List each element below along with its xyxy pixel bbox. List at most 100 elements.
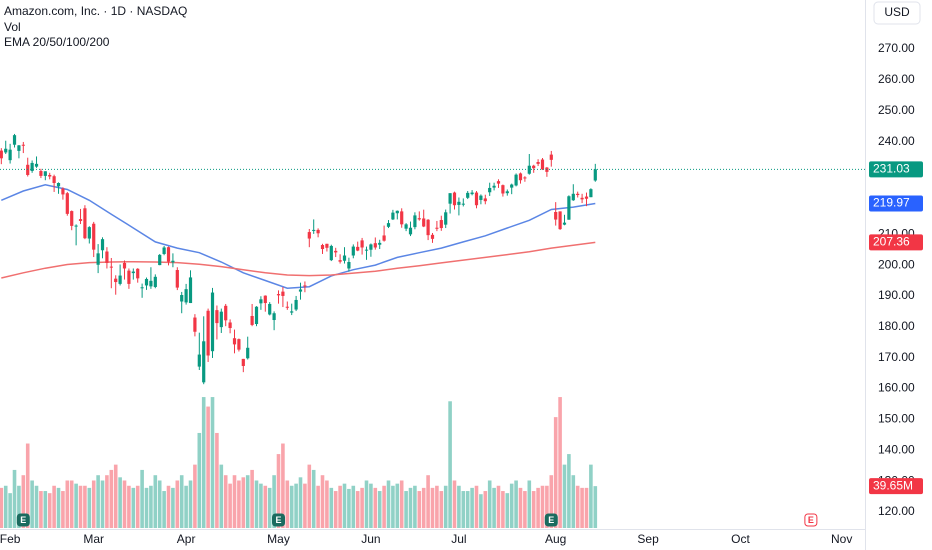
candle-body xyxy=(307,232,311,239)
candle-body xyxy=(400,211,404,225)
candle-body xyxy=(43,171,47,176)
candle-body xyxy=(593,169,597,181)
ema-line xyxy=(1,184,596,289)
candle-body xyxy=(435,227,439,229)
candle-body xyxy=(457,201,461,205)
volume-bar xyxy=(52,485,56,528)
candle-body xyxy=(558,211,562,230)
ema-last-label-box xyxy=(869,195,923,212)
candle-body xyxy=(562,222,567,225)
volume-bar xyxy=(505,493,510,528)
candle-body xyxy=(294,299,298,310)
volume-bar xyxy=(369,483,373,528)
volume-bar xyxy=(382,485,386,528)
candle-body xyxy=(488,187,492,193)
x-tick-label: Feb xyxy=(0,532,21,546)
candle-body xyxy=(589,189,593,198)
volume-bar xyxy=(166,485,171,528)
volume-bar xyxy=(232,475,237,528)
candle-body xyxy=(510,184,514,188)
legend-item: EMA 20/50/100/200 xyxy=(4,35,110,49)
volume-bar xyxy=(580,487,584,528)
volume-bar xyxy=(426,475,430,528)
y-tick-label: 140.00 xyxy=(878,442,915,456)
volume-bar xyxy=(96,475,100,528)
volume-bar xyxy=(65,480,70,528)
volume-bar xyxy=(12,469,17,528)
candle-body xyxy=(580,197,584,200)
candle-body xyxy=(254,306,259,325)
candle-body xyxy=(175,270,179,288)
volume-bar xyxy=(157,480,162,528)
volume-bar xyxy=(144,487,149,528)
volume-bar xyxy=(118,477,122,528)
volume-bar xyxy=(184,485,188,528)
candle-body xyxy=(39,170,43,176)
volume-bar xyxy=(549,475,554,528)
earnings-label: E xyxy=(275,515,281,525)
candle-body xyxy=(281,291,285,296)
volume-bar xyxy=(74,483,78,528)
volume-bar xyxy=(0,487,4,528)
volume-bar xyxy=(408,487,413,528)
candle-body xyxy=(259,299,263,304)
candle-body xyxy=(395,210,399,214)
candle-body xyxy=(162,247,166,254)
currency[interactable]: USD xyxy=(884,5,910,19)
volume-bar xyxy=(39,491,43,528)
candle-body xyxy=(430,234,435,239)
volume-bar xyxy=(259,483,263,528)
volume-bar xyxy=(307,464,312,528)
candle-body xyxy=(184,289,188,303)
volume-bar xyxy=(355,491,360,528)
candle-body xyxy=(303,285,307,287)
volume-bar xyxy=(347,488,351,528)
candle-body xyxy=(140,287,144,289)
volume-bar xyxy=(21,475,26,528)
candle-body xyxy=(263,295,267,304)
volume-bar xyxy=(320,475,325,528)
volume-bar xyxy=(391,485,395,528)
candle-body xyxy=(171,260,175,263)
x-tick-label: Sep xyxy=(637,532,659,546)
candle-body xyxy=(426,219,430,236)
candle-body xyxy=(448,193,452,204)
volume-bar xyxy=(127,485,131,528)
volume-bar xyxy=(135,485,140,528)
x-tick-label: Nov xyxy=(831,532,852,546)
volume-bar xyxy=(91,480,96,528)
volume-bar xyxy=(540,485,545,528)
candle-body xyxy=(483,198,487,202)
candle-body xyxy=(144,278,149,286)
candle-body xyxy=(250,315,254,325)
volume-bar xyxy=(30,480,34,528)
volume-bar xyxy=(492,487,496,528)
volume-bar xyxy=(254,480,259,528)
candle-body xyxy=(180,295,184,302)
volume-bar xyxy=(523,491,527,528)
candle-body xyxy=(413,215,417,228)
volume-bar xyxy=(197,432,202,528)
candle-body xyxy=(272,313,276,321)
volume-bar xyxy=(241,477,246,528)
earnings-label: E xyxy=(808,515,814,525)
candle-body xyxy=(17,145,21,151)
legend-item: Vol xyxy=(4,20,21,34)
candle-body xyxy=(422,218,426,227)
volume-bar xyxy=(47,493,52,528)
y-tick-label: 150.00 xyxy=(878,412,915,426)
currency-button[interactable] xyxy=(873,1,921,25)
volume-bar xyxy=(298,477,303,528)
volume-bar xyxy=(281,443,285,528)
x-tick-label: Jun xyxy=(361,532,380,546)
volume-bar xyxy=(237,480,241,528)
volume-layer xyxy=(0,397,598,528)
candle-body xyxy=(276,294,281,296)
volume-bar xyxy=(553,417,558,528)
volume-bar xyxy=(514,480,518,528)
candle-body xyxy=(452,192,457,206)
volume-bar xyxy=(584,487,589,528)
candle-body xyxy=(549,154,553,160)
candle-body xyxy=(61,188,65,195)
candle-body xyxy=(470,192,474,195)
